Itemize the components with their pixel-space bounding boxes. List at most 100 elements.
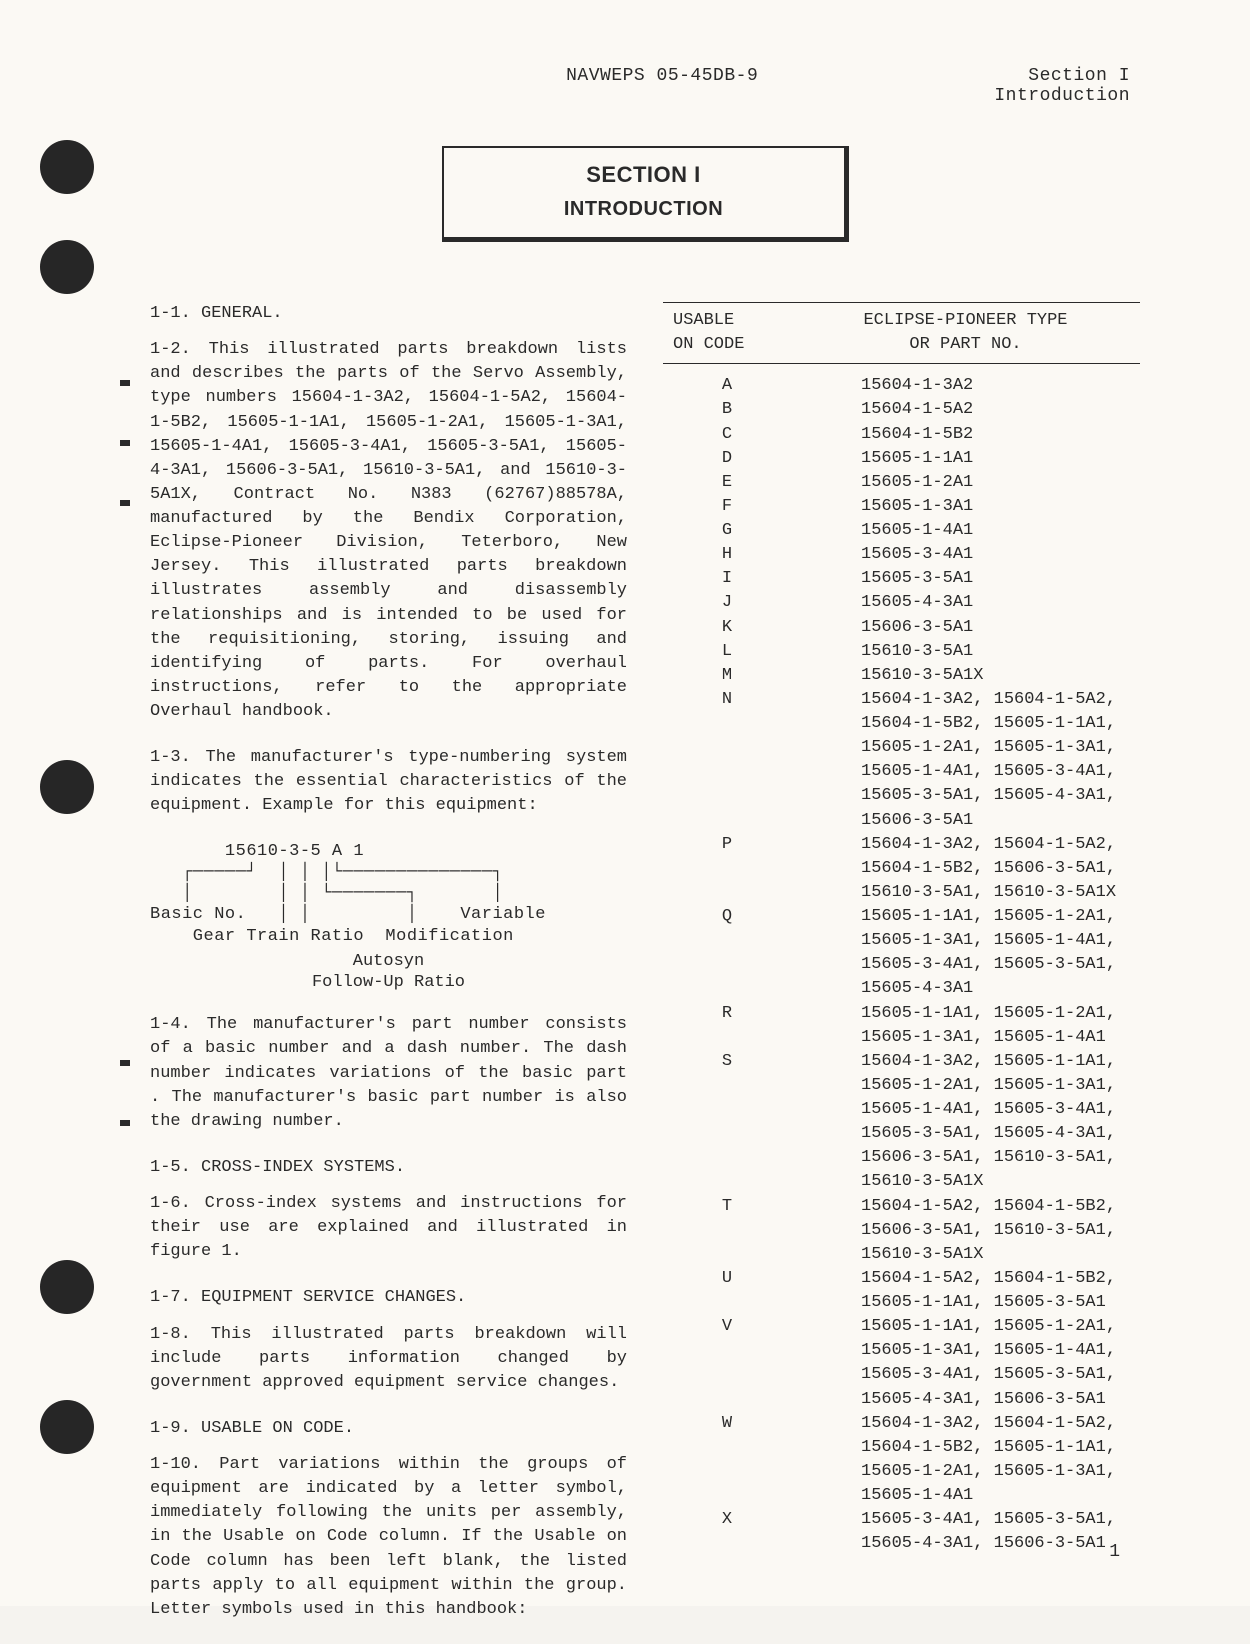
code-cell: S (663, 1050, 791, 1195)
table-row: B15604-1-5A2 (663, 398, 1140, 422)
code-cell: G (663, 519, 791, 543)
code-cell: X (663, 1508, 791, 1556)
table-row: U15604-1-5A2, 15604-1-5B2, 15605-1-1A1, … (663, 1267, 1140, 1315)
two-column-layout: 1-1. GENERAL. 1-2. This illustrated part… (150, 302, 1140, 1644)
edge-tick (120, 500, 130, 506)
diagram-labels: Basic No. │ │ │ Variable (150, 904, 627, 925)
code-cell: E (663, 471, 791, 495)
code-cell: N (663, 688, 791, 833)
parts-cell: 15605-1-4A1 (791, 519, 1140, 543)
parts-cell: 15605-3-4A1 (791, 543, 1140, 567)
parts-cell: 15605-3-4A1, 15605-3-5A1, 15605-4-3A1, 1… (791, 1508, 1140, 1556)
parts-cell: 15604-1-3A2, 15605-1-1A1, 15605-1-2A1, 1… (791, 1050, 1140, 1195)
para-1-8: 1-8. This illustrated parts breakdown wi… (150, 1323, 627, 1395)
table-row: H15605-3-4A1 (663, 543, 1140, 567)
code-cell: I (663, 567, 791, 591)
code-cell: F (663, 495, 791, 519)
code-cell: W (663, 1412, 791, 1509)
head-left-1: USABLE (673, 311, 734, 330)
code-cell: R (663, 1002, 791, 1050)
code-cell: H (663, 543, 791, 567)
parts-cell: 15605-1-2A1 (791, 471, 1140, 495)
page-header: NAVWEPS 05-45DB-9 Section I Introduction (150, 66, 1140, 106)
banner-line-1: SECTION I (444, 162, 844, 188)
table-row: T15604-1-5A2, 15604-1-5B2, 15606-3-5A1, … (663, 1195, 1140, 1267)
heading-1-7: 1-7. EQUIPMENT SERVICE CHANGES. (150, 1286, 627, 1310)
header-doc-id: NAVWEPS 05-45DB-9 (330, 66, 994, 106)
parts-cell: 15605-3-5A1 (791, 567, 1140, 591)
heading-1-9: 1-9. USABLE ON CODE. (150, 1417, 627, 1441)
table-row: F15605-1-3A1 (663, 495, 1140, 519)
table-row: L15610-3-5A1 (663, 640, 1140, 664)
table-row: G15605-1-4A1 (663, 519, 1140, 543)
table-row: M15610-3-5A1X (663, 664, 1140, 688)
table-row: D15605-1-1A1 (663, 447, 1140, 471)
parts-cell: 15605-1-1A1, 15605-1-2A1, 15605-1-3A1, 1… (791, 905, 1140, 1002)
parts-cell: 15604-1-5B2 (791, 423, 1140, 447)
type-number-diagram: 15610-3-5 A 1 ┌─────┘ │ │ │└────────────… (150, 841, 627, 994)
header-subtitle: Introduction (994, 86, 1130, 106)
parts-cell: 15604-1-3A2, 15604-1-5A2, 15604-1-5B2, 1… (791, 833, 1140, 905)
parts-cell: 15605-1-3A1 (791, 495, 1140, 519)
banner-line-2: INTRODUCTION (444, 198, 844, 221)
punch-hole (40, 1260, 94, 1314)
edge-tick (120, 1060, 130, 1066)
parts-cell: 15605-4-3A1 (791, 591, 1140, 615)
punch-hole (40, 240, 94, 294)
diagram-bracket-2: │ │ │ └───────┐ │ (150, 883, 627, 904)
para-1-4: 1-4. The manufacturer's part number cons… (150, 1013, 627, 1134)
table-row: X15605-3-4A1, 15605-3-5A1, 15605-4-3A1, … (663, 1508, 1140, 1556)
heading-1-5: 1-5. CROSS-INDEX SYSTEMS. (150, 1156, 627, 1180)
diagram-line-top: 15610-3-5 A 1 (150, 841, 627, 862)
parts-cell: 15610-3-5A1 (791, 640, 1140, 664)
code-cell: V (663, 1315, 791, 1412)
table-head-right: ECLIPSE-PIONEER TYPE OR PART NO. (791, 303, 1140, 364)
parts-cell: 15604-1-3A2, 15604-1-5A2, 15604-1-5B2, 1… (791, 1412, 1140, 1509)
diagram-l2: Gear Train Ratio Modification (150, 926, 627, 947)
edge-tick (120, 440, 130, 446)
para-1-2: 1-2. This illustrated parts breakdown li… (150, 338, 627, 724)
table-row: I15605-3-5A1 (663, 567, 1140, 591)
para-1-6: 1-6. Cross-index systems and instruction… (150, 1192, 627, 1264)
code-cell: K (663, 616, 791, 640)
usable-on-code-table: USABLE ON CODE ECLIPSE-PIONEER TYPE OR P… (663, 302, 1140, 1556)
heading-1-1: 1-1. GENERAL. (150, 302, 627, 326)
parts-cell: 15605-1-1A1, 15605-1-2A1, 15605-1-3A1, 1… (791, 1002, 1140, 1050)
edge-tick (120, 380, 130, 386)
code-cell: M (663, 664, 791, 688)
table-row: C15604-1-5B2 (663, 423, 1140, 447)
table-row: Q15605-1-1A1, 15605-1-2A1, 15605-1-3A1, … (663, 905, 1140, 1002)
parts-cell: 15604-1-5A2, 15604-1-5B2, 15606-3-5A1, 1… (791, 1195, 1140, 1267)
table-row: J15605-4-3A1 (663, 591, 1140, 615)
edge-tick (120, 1120, 130, 1126)
code-cell: B (663, 398, 791, 422)
code-cell: U (663, 1267, 791, 1315)
code-cell: C (663, 423, 791, 447)
code-cell: P (663, 833, 791, 905)
code-cell: Q (663, 905, 791, 1002)
parts-cell: 15604-1-3A2 (791, 374, 1140, 398)
punch-hole (40, 140, 94, 194)
code-cell: D (663, 447, 791, 471)
diagram-autosyn: Autosyn (150, 951, 627, 972)
table-row: S15604-1-3A2, 15605-1-1A1, 15605-1-2A1, … (663, 1050, 1140, 1195)
parts-cell: 15605-1-1A1 (791, 447, 1140, 471)
table-row: K15606-3-5A1 (663, 616, 1140, 640)
page-number: 1 (1109, 1542, 1120, 1562)
section-banner: SECTION I INTRODUCTION (442, 146, 849, 242)
table-row: V15605-1-1A1, 15605-1-2A1, 15605-1-3A1, … (663, 1315, 1140, 1412)
table-row: E15605-1-2A1 (663, 471, 1140, 495)
parts-cell: 15604-1-5A2 (791, 398, 1140, 422)
parts-cell: 15605-1-1A1, 15605-1-2A1, 15605-1-3A1, 1… (791, 1315, 1140, 1412)
code-cell: A (663, 374, 791, 398)
punch-holes (40, 0, 100, 1606)
right-column: USABLE ON CODE ECLIPSE-PIONEER TYPE OR P… (663, 302, 1140, 1644)
left-column: 1-1. GENERAL. 1-2. This illustrated part… (150, 302, 627, 1644)
parts-cell: 15604-1-5A2, 15604-1-5B2, 15605-1-1A1, 1… (791, 1267, 1140, 1315)
parts-cell: 15606-3-5A1 (791, 616, 1140, 640)
table-body: A15604-1-3A2B15604-1-5A2C15604-1-5B2D156… (663, 364, 1140, 1557)
para-1-3: 1-3. The manufacturer's type-numbering s… (150, 746, 627, 818)
punch-hole (40, 1400, 94, 1454)
head-right-2: OR PART NO. (909, 335, 1021, 354)
table-row: R15605-1-1A1, 15605-1-2A1, 15605-1-3A1, … (663, 1002, 1140, 1050)
